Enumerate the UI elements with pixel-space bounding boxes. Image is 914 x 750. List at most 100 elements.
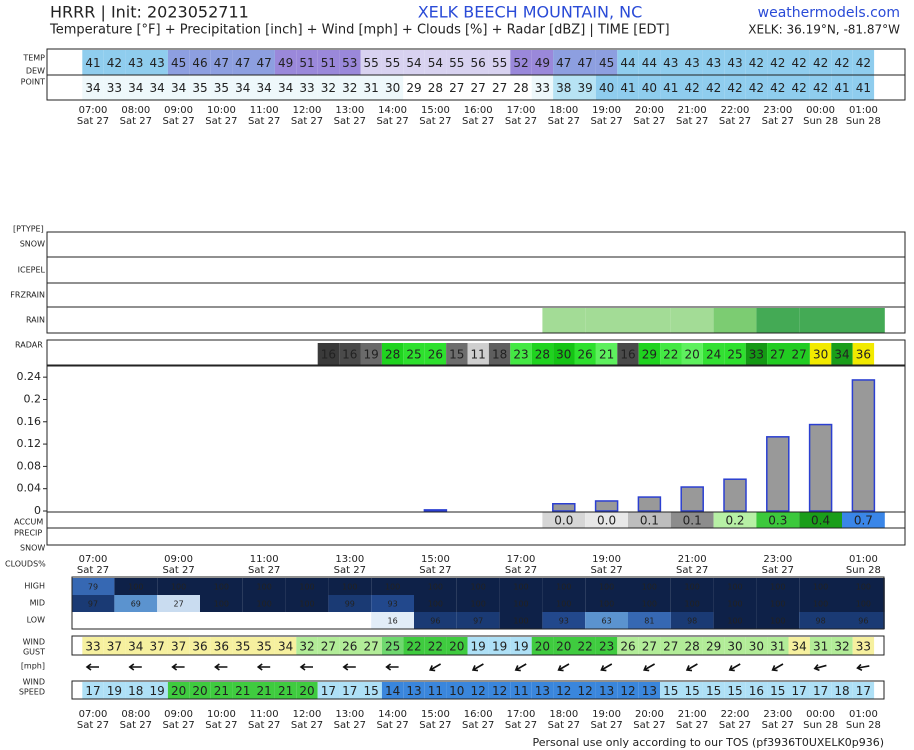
temp-value: 47 <box>214 56 229 70</box>
row-label: SNOW <box>20 240 45 249</box>
speed-cell <box>681 682 703 699</box>
temp-value: 51 <box>321 56 336 70</box>
gust-cell <box>660 637 682 655</box>
cloud-cell <box>585 578 628 595</box>
dewpoint-value: 27 <box>492 81 507 95</box>
radar-value: 30 <box>556 348 571 362</box>
temp-value: 43 <box>150 56 165 70</box>
cloud-cell <box>499 578 543 595</box>
speed-value: 13 <box>599 684 614 698</box>
gust-value: 23 <box>599 640 614 654</box>
temp-value: 46 <box>192 56 207 70</box>
dewpoint-value: 41 <box>620 81 635 95</box>
dewpoint-value: 28 <box>513 81 528 95</box>
dewpoint-value: 27 <box>449 81 464 95</box>
dewpoint-value: 41 <box>834 81 849 95</box>
gust-cell <box>488 637 511 655</box>
gust-cell <box>360 637 382 655</box>
radar-value: 22 <box>663 348 678 362</box>
date-label: Sat 27 <box>248 565 280 576</box>
radar-cell <box>488 343 511 365</box>
date-label: Sat 27 <box>334 720 366 731</box>
time-label: 10:00 <box>207 709 236 720</box>
dewpoint-cell <box>510 75 532 100</box>
cloud-value: 100 <box>813 583 828 592</box>
radar-cell <box>617 343 639 365</box>
dewpoint-cell <box>531 75 554 100</box>
speed-value: 10 <box>449 684 464 698</box>
speed-value: 12 <box>578 684 593 698</box>
speed-cell <box>296 682 318 699</box>
cloud-cell <box>842 595 885 612</box>
temp-value: 45 <box>599 56 614 70</box>
gust-value: 28 <box>685 640 700 654</box>
temp-value: 42 <box>813 56 828 70</box>
dewpoint-cell <box>210 75 233 100</box>
temp-value: 41 <box>85 56 100 70</box>
radar-cell <box>660 343 682 365</box>
speed-value: 21 <box>235 684 250 698</box>
gust-value: 20 <box>535 640 550 654</box>
rain-cell <box>542 308 586 333</box>
dewpoint-cell <box>381 75 404 100</box>
cloud-cell <box>542 612 586 629</box>
cloud-value: 100 <box>385 583 400 592</box>
dewpoint-value: 32 <box>321 81 336 95</box>
radar-value: 36 <box>856 348 871 362</box>
cloud-cell <box>456 578 500 595</box>
temp-value: 44 <box>620 56 635 70</box>
time-label: 07:00 <box>79 709 108 720</box>
cloud-cell <box>285 595 329 612</box>
wind-arrow <box>514 663 527 672</box>
site: weathermodels.com <box>758 5 900 21</box>
temp-cell <box>681 50 703 75</box>
radar-value: 20 <box>685 348 700 362</box>
dewpoint-value: 42 <box>749 81 764 95</box>
accum-label: 0.1 <box>640 514 659 528</box>
speed-cell <box>210 682 233 699</box>
wind-arrow <box>256 663 271 671</box>
gust-cell <box>103 637 126 655</box>
time-label: 15:00 <box>421 105 450 116</box>
row-label: WIND <box>23 678 45 687</box>
row-label: TEMP <box>22 54 45 63</box>
cloud-cell <box>242 595 286 612</box>
cloud-cell <box>670 595 714 612</box>
date-label: Sat 27 <box>419 720 451 731</box>
date-label: Sat 27 <box>548 720 580 731</box>
speed-cell <box>595 682 618 699</box>
temp-cell <box>488 50 511 75</box>
y-tick-label: 0.08 <box>17 459 42 472</box>
time-label: 21:00 <box>678 105 707 116</box>
row-label: SPEED <box>19 688 45 697</box>
gust-cell <box>446 637 468 655</box>
speed-cell <box>146 682 168 699</box>
cloud-value: 98 <box>816 617 826 626</box>
temp-cell <box>125 50 147 75</box>
dewpoint-cell <box>831 75 853 100</box>
time-label: 12:00 <box>293 709 322 720</box>
radar-cell <box>852 343 875 365</box>
temp-cell <box>82 50 104 75</box>
wind-arrow <box>299 663 313 671</box>
temp-value: 47 <box>257 56 272 70</box>
row-label: [mph] <box>21 662 45 671</box>
date-label: Sat 27 <box>376 116 408 127</box>
dewpoint-value: 42 <box>792 81 807 95</box>
dewpoint-value: 35 <box>192 81 207 95</box>
dewpoint-value: 35 <box>214 81 229 95</box>
speed-value: 11 <box>428 684 443 698</box>
cloud-cell <box>114 578 158 595</box>
date-label: Sat 27 <box>162 720 194 731</box>
time-label: 19:00 <box>592 554 621 565</box>
temp-cell <box>767 50 789 75</box>
dewpoint-cell <box>103 75 126 100</box>
precip-bar <box>766 436 790 512</box>
date-label: Sat 27 <box>505 565 537 576</box>
accum-cell <box>585 512 628 528</box>
temp-cell <box>510 50 532 75</box>
radar-cell <box>788 343 810 365</box>
wind-arrow <box>771 663 784 672</box>
speed-value: 16 <box>749 684 764 698</box>
cloud-value: 16 <box>388 617 398 626</box>
